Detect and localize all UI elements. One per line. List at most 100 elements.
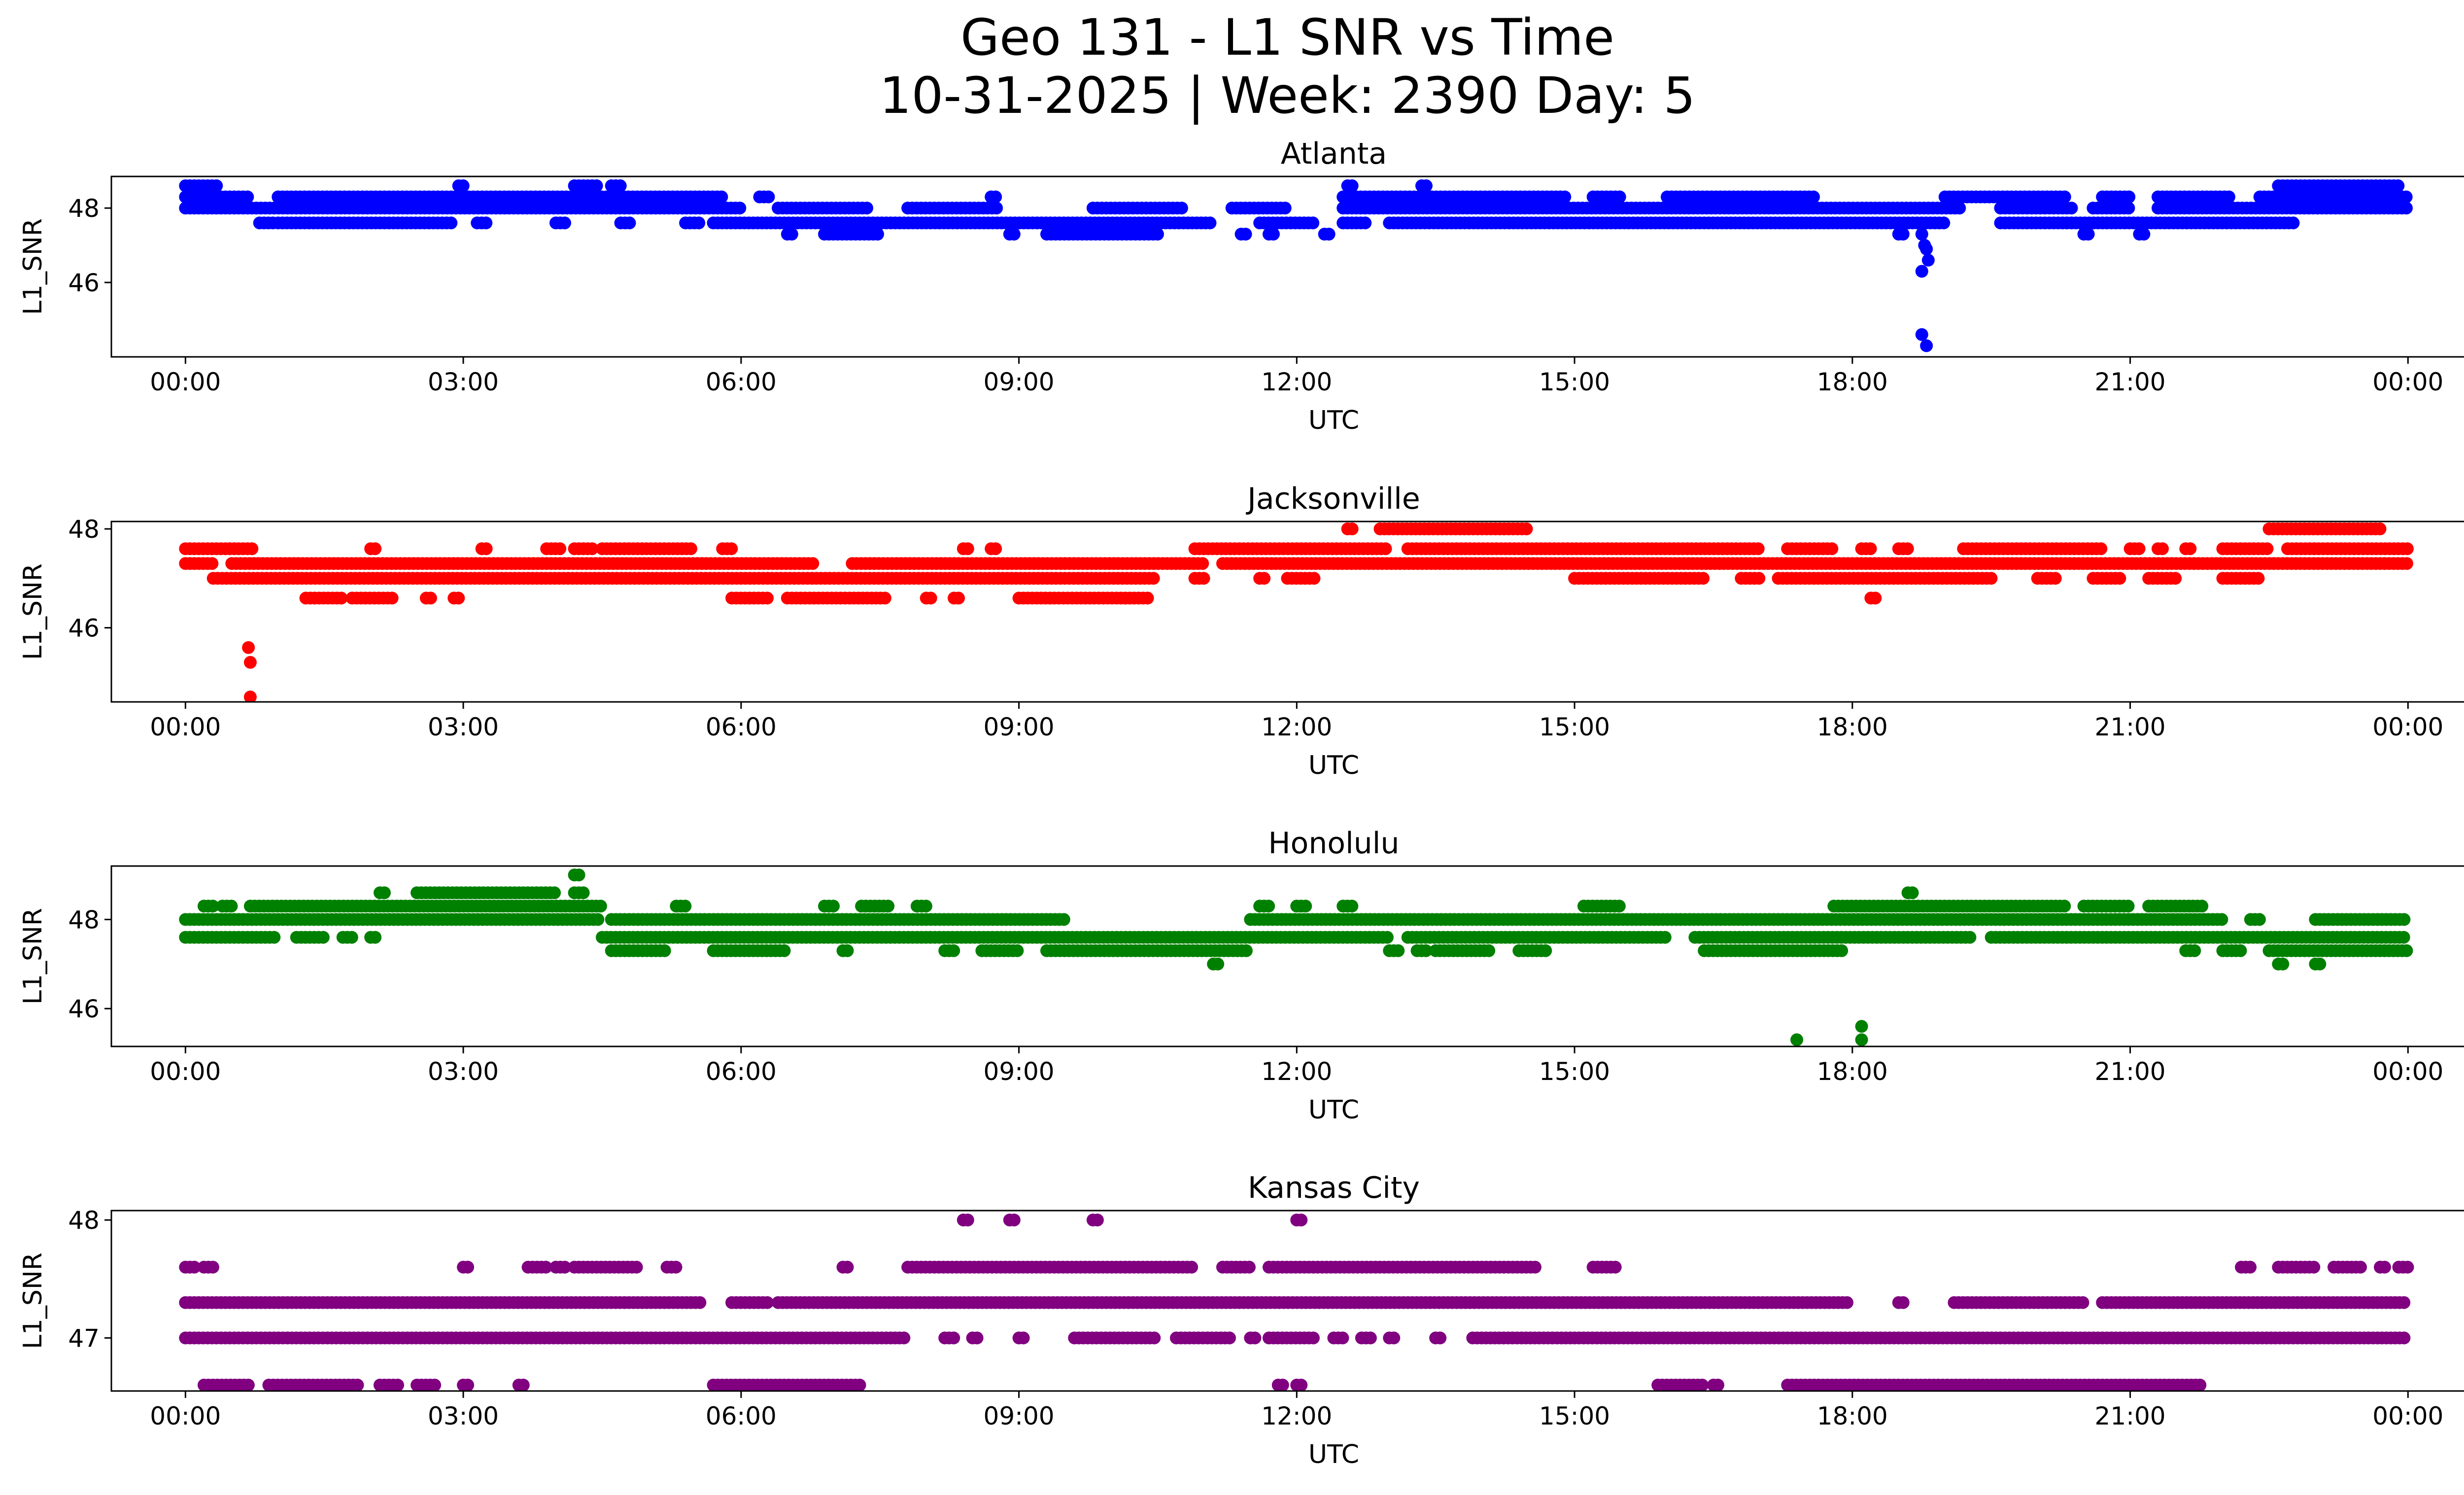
- data-point: [479, 216, 493, 230]
- x-tick-label: 00:00: [150, 1057, 221, 1086]
- data-point: [1869, 591, 1882, 605]
- data-point: [424, 591, 437, 605]
- data-point: [1267, 228, 1280, 241]
- data-point: [1345, 179, 1359, 192]
- figure-title-line1: Geo 131 - L1 SNR vs Time: [960, 8, 1614, 67]
- data-point: [684, 542, 697, 556]
- data-point: [479, 542, 493, 556]
- data-point: [1057, 913, 1070, 926]
- data-point: [1906, 886, 1919, 900]
- data-point: [2252, 572, 2265, 585]
- data-point: [1920, 243, 1933, 256]
- data-point: [1387, 1331, 1401, 1345]
- data-point: [2082, 228, 2095, 241]
- data-point: [2400, 944, 2413, 957]
- data-point: [2137, 228, 2151, 241]
- data-point: [630, 1260, 643, 1274]
- data-point: [924, 591, 937, 605]
- data-point: [761, 591, 774, 605]
- y-tick-label: 48: [68, 905, 100, 934]
- data-point: [452, 591, 465, 605]
- data-point: [2058, 190, 2071, 204]
- data-point: [558, 216, 571, 230]
- data-point: [445, 216, 458, 230]
- data-point: [2307, 1260, 2321, 1274]
- y-axis-label: L1_SNR: [18, 563, 48, 660]
- data-point: [1175, 202, 1188, 215]
- data-series: [179, 869, 2413, 1046]
- data-point: [1278, 202, 1292, 215]
- data-point: [345, 931, 358, 944]
- x-tick-label: 00:00: [2372, 1057, 2443, 1086]
- x-tick-label: 21:00: [2095, 368, 2166, 396]
- data-point: [841, 944, 854, 957]
- data-point: [243, 691, 257, 702]
- data-point: [2234, 944, 2247, 957]
- x-tick-label: 09:00: [984, 1057, 1055, 1086]
- data-point: [1520, 522, 1533, 535]
- data-point: [1262, 900, 1275, 913]
- data-point: [1529, 1260, 1541, 1274]
- data-point: [1306, 216, 1320, 230]
- data-point: [585, 542, 599, 556]
- data-point: [1211, 957, 1225, 971]
- data-point: [1148, 1331, 1161, 1345]
- data-point: [2253, 913, 2266, 926]
- data-point: [268, 931, 281, 944]
- x-tick-label: 03:00: [428, 713, 499, 741]
- data-point: [2313, 957, 2327, 971]
- data-point: [1419, 944, 1433, 957]
- data-point: [2401, 1260, 2414, 1274]
- data-point: [614, 179, 627, 192]
- data-point: [2400, 202, 2413, 215]
- data-point: [947, 944, 960, 957]
- x-tick-label: 00:00: [2372, 368, 2443, 396]
- data-point: [1482, 944, 1496, 957]
- x-axis-label: UTC: [1308, 1095, 1359, 1125]
- x-tick-label: 03:00: [428, 368, 499, 396]
- data-point: [1197, 572, 1210, 585]
- data-point: [1790, 1033, 1804, 1046]
- data-point: [1196, 557, 1209, 570]
- data-point: [1558, 190, 1572, 204]
- data-point: [778, 944, 791, 957]
- data-point: [1807, 190, 1820, 204]
- data-point: [385, 591, 399, 605]
- data-point: [1825, 542, 1839, 556]
- data-point: [2260, 542, 2274, 556]
- data-point: [2392, 179, 2405, 192]
- data-point: [2276, 957, 2290, 971]
- data-point: [2397, 1296, 2411, 1309]
- data-point: [2397, 913, 2411, 926]
- data-point: [1915, 265, 1928, 278]
- data-point: [1364, 1331, 1377, 1345]
- data-point: [2113, 572, 2126, 585]
- data-point: [692, 216, 706, 230]
- data-point: [369, 542, 382, 556]
- data-point: [947, 1331, 960, 1345]
- data-point: [2399, 190, 2413, 204]
- data-point: [2058, 900, 2071, 913]
- data-point: [1896, 228, 1910, 241]
- data-point: [1295, 1214, 1308, 1227]
- data-point: [1307, 1331, 1320, 1345]
- axes-frame: [110, 175, 2464, 358]
- data-point: [1011, 944, 1024, 957]
- data-point: [882, 900, 895, 913]
- data-point: [594, 900, 607, 913]
- data-point: [1239, 228, 1252, 241]
- data-point: [243, 656, 257, 669]
- y-axis-label: L1_SNR: [18, 908, 48, 1005]
- data-point: [2184, 542, 2197, 556]
- data-point: [1392, 944, 1405, 957]
- data-point: [827, 900, 840, 913]
- data-point: [1307, 572, 1321, 585]
- data-point: [806, 557, 820, 570]
- data-point: [2244, 1260, 2257, 1274]
- subplot-title: Kansas City: [1248, 1171, 1420, 1205]
- data-point: [2354, 1260, 2367, 1274]
- data-point: [2400, 557, 2413, 570]
- data-point: [1658, 931, 1672, 944]
- data-point: [1963, 931, 1977, 944]
- data-point: [2287, 216, 2300, 230]
